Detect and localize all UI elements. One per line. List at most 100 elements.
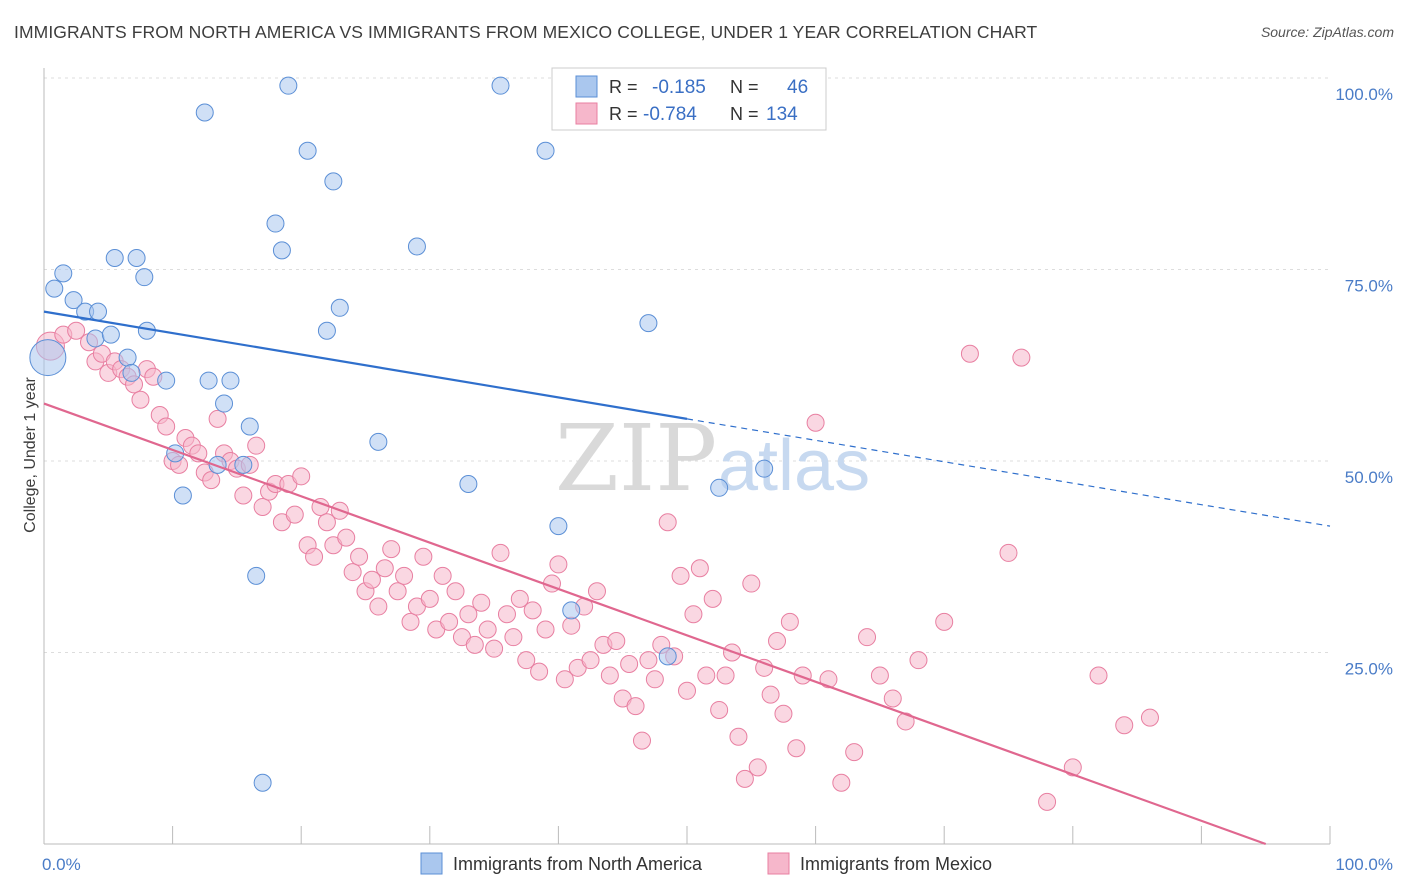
- north-america-point: [157, 371, 176, 390]
- north-america-point: [195, 103, 214, 122]
- mexico-point: [1115, 716, 1134, 735]
- mexico-point: [285, 505, 304, 524]
- north-america-point: [86, 329, 105, 348]
- mexico-point: [208, 409, 227, 428]
- legend-label-mexico: Immigrants from Mexico: [800, 854, 992, 874]
- mexico-point: [780, 612, 799, 631]
- mexico-point: [1012, 348, 1031, 367]
- x-tick-label: 100.0%: [1335, 855, 1393, 874]
- north-america-point: [234, 455, 253, 474]
- legend-swatch-blue: [575, 75, 598, 98]
- north-america-point: [64, 291, 83, 310]
- mexico-point: [748, 758, 767, 777]
- north-america-point: [755, 459, 774, 478]
- north-america-trend-line: [43, 310, 688, 420]
- mexico-point: [690, 559, 709, 578]
- mexico-point: [465, 635, 484, 654]
- north-america-point: [89, 302, 108, 321]
- mexico-point: [549, 555, 568, 574]
- north-america-point: [549, 517, 568, 536]
- north-america-point: [459, 474, 478, 493]
- north-america-point: [208, 455, 227, 474]
- mexico-point: [523, 601, 542, 620]
- mexico-point: [671, 566, 690, 585]
- legend-r-value: -0.185: [652, 77, 706, 98]
- y-tick-label: 100.0%: [1335, 85, 1393, 104]
- north-america-point: [127, 249, 146, 268]
- mexico-point: [870, 666, 889, 685]
- north-america-point: [324, 172, 343, 191]
- legend-n-value: 46: [787, 77, 808, 98]
- mexico-point: [350, 547, 369, 566]
- mexico-point: [587, 582, 606, 601]
- mexico-point: [530, 662, 549, 681]
- north-america-point: [272, 241, 291, 260]
- mexico-point: [806, 413, 825, 432]
- mexico-point: [157, 417, 176, 436]
- source-label: Source: ZipAtlas.com: [1260, 24, 1394, 40]
- north-america-point: [221, 371, 240, 390]
- mexico-point: [375, 559, 394, 578]
- legend-n-label: N =: [730, 77, 759, 97]
- mexico-point: [883, 689, 902, 708]
- y-axis-label: College, Under 1 year: [22, 377, 39, 533]
- y-tick-label: 25.0%: [1345, 660, 1393, 679]
- mexico-point: [491, 543, 510, 562]
- mexico-point: [819, 670, 838, 689]
- north-america-point: [658, 647, 677, 666]
- mexico-point: [1038, 792, 1057, 811]
- mexico-point: [292, 467, 311, 486]
- mexico-point: [909, 651, 928, 670]
- north-america-point: [101, 325, 120, 344]
- mexico-point: [787, 739, 806, 758]
- mexico-point: [362, 570, 381, 589]
- legend-n-value: 134: [766, 104, 798, 125]
- north-america-point: [710, 478, 729, 497]
- north-america-point: [407, 237, 426, 256]
- mexico-point: [369, 597, 388, 616]
- north-america-point: [122, 363, 141, 382]
- mexico-point: [420, 589, 439, 608]
- mexico-point: [472, 593, 491, 612]
- mexico-point: [1063, 758, 1082, 777]
- mexico-point: [440, 612, 459, 631]
- north-america-point: [266, 214, 285, 233]
- mexico-point: [600, 666, 619, 685]
- mexico-point: [536, 620, 555, 639]
- watermark-zip: ZIP: [555, 405, 717, 512]
- north-america-point: [562, 601, 581, 620]
- mexico-point: [202, 471, 221, 490]
- north-america-point: [29, 339, 67, 377]
- legend-box: [551, 67, 827, 131]
- mexico-point: [234, 486, 253, 505]
- mexico-point: [343, 563, 362, 582]
- mexico-point: [1140, 708, 1159, 727]
- mexico-point: [555, 670, 574, 689]
- gridlines: [44, 77, 1330, 653]
- mexico-point: [497, 605, 516, 624]
- mexico-point: [710, 700, 729, 719]
- mexico-point: [960, 344, 979, 363]
- mexico-point: [414, 547, 433, 566]
- legend-r-label: R =: [609, 77, 638, 97]
- mexico-point: [761, 685, 780, 704]
- north-america-point: [54, 264, 73, 283]
- mexico-point: [845, 743, 864, 762]
- trend-lines: [43, 310, 1331, 846]
- north-america-point: [173, 486, 192, 505]
- series-legend: Immigrants from North America Immigrants…: [420, 852, 992, 875]
- mexico-point: [896, 712, 915, 731]
- mexico-point: [504, 628, 523, 647]
- mexico-point: [433, 566, 452, 585]
- mexico-point: [388, 582, 407, 601]
- mexico-point: [620, 654, 639, 673]
- mexico-point: [645, 670, 664, 689]
- north-america-point: [330, 298, 349, 317]
- legend-swatch-mexico: [767, 852, 790, 875]
- mexico-point: [395, 566, 414, 585]
- mexico-point: [729, 727, 748, 746]
- mexico-point: [562, 616, 581, 635]
- mexico-point: [401, 612, 420, 631]
- north-america-point: [247, 566, 266, 585]
